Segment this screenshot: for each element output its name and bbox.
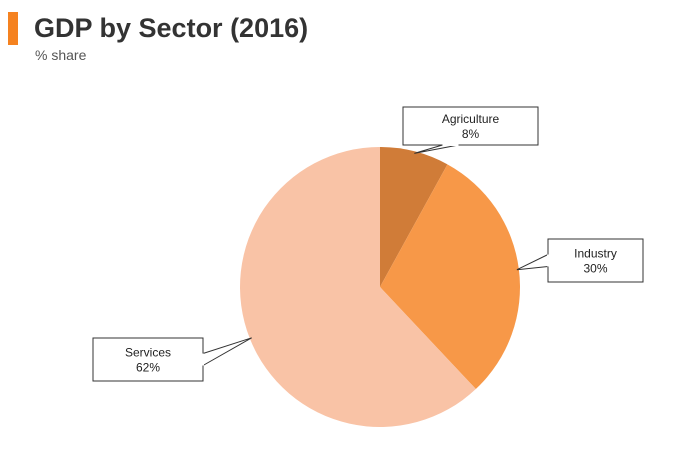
- callout-pointer: [414, 144, 459, 154]
- pie-slice-services: [240, 147, 476, 428]
- callout-pointer: [202, 337, 252, 366]
- pie-slice-agriculture: [380, 147, 448, 287]
- title-accent-bar: [8, 12, 18, 45]
- slice-label: Agriculture: [442, 112, 500, 126]
- slice-value-label: 30%: [583, 262, 607, 276]
- slice-value-label: 8%: [462, 127, 480, 141]
- callout-box: [92, 337, 204, 382]
- chart-title: GDP by Sector (2016): [34, 13, 309, 43]
- slice-label: Services: [125, 346, 171, 360]
- slice-value-label: 62%: [136, 361, 160, 375]
- slice-label: Industry: [574, 247, 617, 261]
- callout-pointer: [516, 254, 549, 271]
- callout-box: [402, 106, 539, 146]
- pie-slices: [240, 147, 520, 428]
- pie-slice-industry: [380, 164, 520, 390]
- chart-header: GDP by Sector (2016) % share: [8, 12, 688, 72]
- callout-box: [547, 238, 644, 283]
- chart-subtitle: % share: [35, 47, 87, 63]
